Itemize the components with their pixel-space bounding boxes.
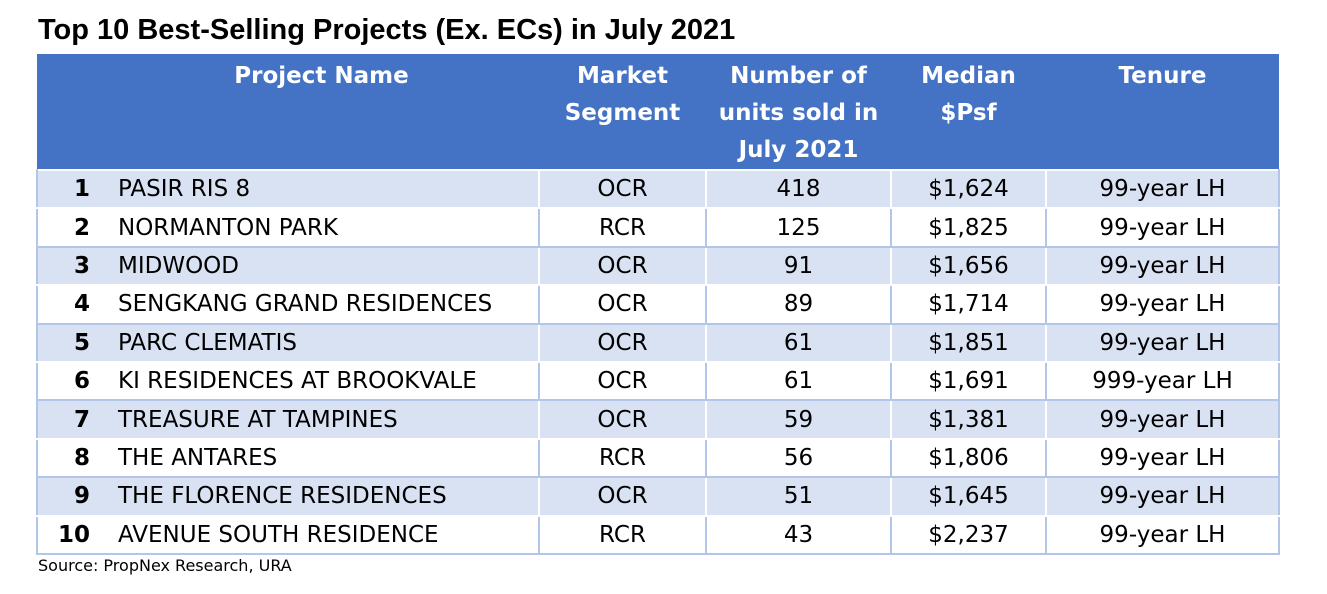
header-median-psf: Median $Psf — [891, 54, 1046, 170]
project-name-cell: THE ANTARES — [104, 437, 540, 479]
median-psf-cell: $1,714 — [890, 284, 1047, 325]
best-selling-projects-table: Project Name Market Segment Number of un… — [36, 54, 1280, 555]
units-sold-cell: 61 — [705, 360, 892, 402]
rank-cell: 9 — [36, 476, 104, 517]
units-sold-cell: 418 — [705, 168, 892, 210]
source-note: Source: PropNex Research, URA — [38, 556, 292, 575]
header-median-psf-line: $Psf — [940, 100, 997, 126]
rank-cell: 6 — [36, 360, 104, 402]
table-row: 4 SENGKANG GRAND RESIDENCES OCR 89 $1,71… — [36, 284, 1280, 325]
tenure-cell: 99-year LH — [1045, 514, 1280, 555]
header-market-segment-line: Market — [576, 63, 669, 89]
project-name-cell: MIDWOOD — [104, 245, 540, 287]
units-sold-cell: 125 — [705, 207, 892, 248]
table-row: 10 AVENUE SOUTH RESIDENCE RCR 43 $2,237 … — [36, 514, 1280, 555]
header-units-sold-line: July 2021 — [738, 137, 859, 163]
project-name-cell: SENGKANG GRAND RESIDENCES — [104, 284, 540, 325]
median-psf-cell: $1,656 — [890, 245, 1047, 287]
rank-cell: 2 — [36, 207, 104, 248]
header-median-psf-line: Median — [921, 63, 1016, 89]
header-units-sold: Number of units sold in July 2021 — [706, 54, 891, 170]
project-name-cell: NORMANTON PARK — [104, 207, 540, 248]
project-name-cell: KI RESIDENCES AT BROOKVALE — [104, 360, 540, 402]
table-header: Project Name Market Segment Number of un… — [37, 54, 1279, 170]
market-segment-cell: OCR — [538, 476, 707, 517]
project-name-cell: TREASURE AT TAMPINES — [104, 399, 540, 440]
median-psf-cell: $1,691 — [890, 360, 1047, 402]
tenure-cell: 99-year LH — [1045, 399, 1280, 440]
rank-cell: 7 — [36, 399, 104, 440]
rank-cell: 4 — [36, 284, 104, 325]
header-project-name: Project Name — [104, 54, 539, 170]
table-row: 7 TREASURE AT TAMPINES OCR 59 $1,381 99-… — [36, 399, 1280, 440]
project-name-cell: AVENUE SOUTH RESIDENCE — [104, 514, 540, 555]
median-psf-cell: $1,806 — [890, 437, 1047, 479]
header-rank — [37, 54, 104, 170]
median-psf-cell: $1,825 — [890, 207, 1047, 248]
rank-cell: 1 — [36, 168, 104, 210]
tenure-cell: 99-year LH — [1045, 437, 1280, 479]
units-sold-cell: 56 — [705, 437, 892, 479]
units-sold-cell: 91 — [705, 245, 892, 287]
table-title: Top 10 Best-Selling Projects (Ex. ECs) i… — [38, 14, 736, 46]
header-units-sold-line: units sold in — [718, 100, 879, 126]
market-segment-cell: OCR — [538, 245, 707, 287]
units-sold-cell: 61 — [705, 322, 892, 363]
market-segment-cell: OCR — [538, 399, 707, 440]
market-segment-cell: OCR — [538, 168, 707, 210]
rank-cell: 5 — [36, 322, 104, 363]
market-segment-cell: OCR — [538, 322, 707, 363]
rank-cell: 8 — [36, 437, 104, 479]
market-segment-cell: RCR — [538, 514, 707, 555]
market-segment-cell: RCR — [538, 437, 707, 479]
units-sold-cell: 89 — [705, 284, 892, 325]
header-market-segment-line: Segment — [564, 100, 681, 126]
median-psf-cell: $2,237 — [890, 514, 1047, 555]
header-tenure: Tenure — [1046, 54, 1279, 170]
median-psf-cell: $1,381 — [890, 399, 1047, 440]
market-segment-cell: OCR — [538, 284, 707, 325]
rank-cell: 3 — [36, 245, 104, 287]
units-sold-cell: 59 — [705, 399, 892, 440]
table-row: 6 KI RESIDENCES AT BROOKVALE OCR 61 $1,6… — [36, 360, 1280, 402]
tenure-cell: 99-year LH — [1045, 168, 1280, 210]
table-row: 9 THE FLORENCE RESIDENCES OCR 51 $1,645 … — [36, 476, 1280, 517]
project-name-cell: PARC CLEMATIS — [104, 322, 540, 363]
median-psf-cell: $1,645 — [890, 476, 1047, 517]
table-row: 8 THE ANTARES RCR 56 $1,806 99-year LH — [36, 437, 1280, 479]
table-body: 1 PASIR RIS 8 OCR 418 $1,624 99-year LH … — [36, 168, 1280, 555]
project-name-cell: THE FLORENCE RESIDENCES — [104, 476, 540, 517]
tenure-cell: 999-year LH — [1045, 360, 1280, 402]
header-units-sold-line: Number of — [730, 63, 867, 89]
table-row: 2 NORMANTON PARK RCR 125 $1,825 99-year … — [36, 207, 1280, 248]
project-name-cell: PASIR RIS 8 — [104, 168, 540, 210]
market-segment-cell: OCR — [538, 360, 707, 402]
tenure-cell: 99-year LH — [1045, 476, 1280, 517]
tenure-cell: 99-year LH — [1045, 245, 1280, 287]
tenure-cell: 99-year LH — [1045, 284, 1280, 325]
market-segment-cell: RCR — [538, 207, 707, 248]
units-sold-cell: 51 — [705, 476, 892, 517]
header-market-segment: Market Segment — [539, 54, 706, 170]
median-psf-cell: $1,851 — [890, 322, 1047, 363]
rank-cell: 10 — [36, 514, 104, 555]
tenure-cell: 99-year LH — [1045, 322, 1280, 363]
table-row: 3 MIDWOOD OCR 91 $1,656 99-year LH — [36, 245, 1280, 287]
tenure-cell: 99-year LH — [1045, 207, 1280, 248]
median-psf-cell: $1,624 — [890, 168, 1047, 210]
units-sold-cell: 43 — [705, 514, 892, 555]
table-row: 1 PASIR RIS 8 OCR 418 $1,624 99-year LH — [36, 168, 1280, 210]
table-row: 5 PARC CLEMATIS OCR 61 $1,851 99-year LH — [36, 322, 1280, 363]
header-row: Project Name Market Segment Number of un… — [37, 54, 1279, 170]
